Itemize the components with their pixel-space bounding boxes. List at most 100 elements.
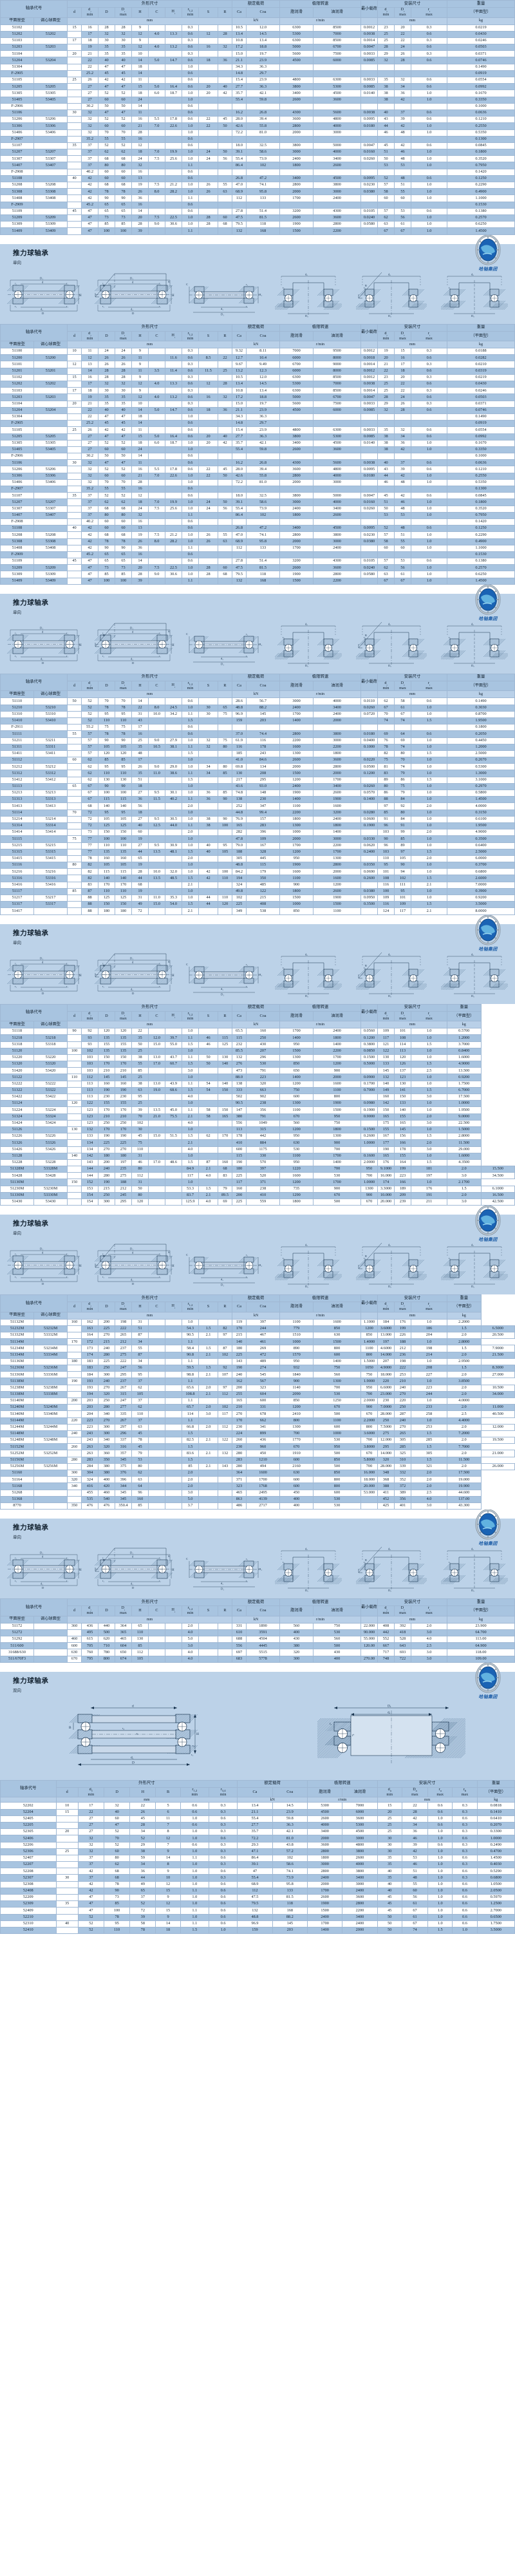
cell: 1.0 bbox=[410, 868, 448, 876]
cell: 6300 bbox=[279, 374, 314, 382]
cell bbox=[313, 102, 361, 110]
cell: 1.0 bbox=[410, 227, 448, 235]
page-banner: 推力球轴承 单向 哈轴集团 bbox=[0, 234, 515, 324]
cell: 28.2 bbox=[165, 538, 182, 545]
table-row: 51314 53314 72 125 125 40 12.5 44.0 1.1 38 100 165 2… bbox=[0, 822, 515, 830]
cell bbox=[165, 835, 182, 843]
cell: 85 bbox=[218, 790, 232, 797]
cell: 6.6000 bbox=[377, 1384, 395, 1392]
cell: 316 bbox=[115, 1443, 132, 1451]
cell: 3.5000 bbox=[447, 901, 515, 909]
cell: 2.1 bbox=[182, 881, 199, 889]
cell: 57 bbox=[377, 531, 395, 539]
cell: 96.9 bbox=[232, 710, 247, 718]
th-da-min: dₐ min bbox=[377, 7, 395, 18]
table-row: 51308 53308 42 78 78 26 8.0 28.2 1.0 26 63 68.9 95.8… bbox=[0, 538, 515, 545]
cell: 178 bbox=[394, 1146, 411, 1153]
cell bbox=[67, 90, 82, 97]
cell: 30 bbox=[55, 1874, 79, 1882]
cell: 360 bbox=[67, 1622, 82, 1630]
cell: 662 bbox=[246, 1417, 280, 1425]
cell bbox=[218, 757, 232, 764]
table-row: 51209 53209 47 73 73 20 7.5 22.5 1.0 28 60 47.5 81.5… bbox=[0, 214, 515, 222]
cell bbox=[218, 1470, 232, 1477]
cell: 1.0 bbox=[182, 478, 199, 487]
cell: 1.0 bbox=[410, 1318, 448, 1326]
cell: 45 bbox=[131, 1443, 149, 1451]
cell: 72.2 bbox=[237, 1835, 273, 1842]
cell: 8.0000 bbox=[447, 907, 515, 915]
cell: 1700 bbox=[313, 848, 361, 856]
cell: 0.0240 bbox=[360, 564, 378, 572]
cell: 0.5350 bbox=[447, 478, 515, 487]
cell: 0.3300 bbox=[476, 1828, 515, 1836]
cell: 39.4 bbox=[246, 116, 280, 124]
table-row: 51322 53322 113 190 190 63 19.0 68.6 1.5 54 150 333… bbox=[0, 1086, 515, 1095]
cell: 40 bbox=[377, 1887, 402, 1895]
cell: 1800 bbox=[279, 887, 314, 896]
cell bbox=[165, 1463, 182, 1471]
cell: 0.6800 bbox=[447, 868, 515, 876]
cell: 16 bbox=[198, 393, 218, 401]
cell bbox=[165, 168, 182, 176]
cell: 1.0 bbox=[410, 1179, 448, 1186]
cell bbox=[360, 1146, 378, 1153]
cell: 9.32 bbox=[232, 348, 247, 355]
cell: 53202 bbox=[33, 381, 68, 388]
cell: 1.0 bbox=[410, 704, 448, 712]
cell: 1.5 bbox=[182, 875, 199, 882]
cell: 253 bbox=[410, 1423, 448, 1431]
th-grease: 脂润滑 bbox=[279, 7, 314, 18]
cell: 325 bbox=[394, 1450, 411, 1457]
cell: 11 bbox=[81, 348, 98, 355]
cell: 0.6800 bbox=[476, 1874, 515, 1882]
cell: 65.7 bbox=[182, 1404, 199, 1412]
cell: 31 bbox=[131, 710, 149, 718]
cell: 53409 bbox=[33, 227, 68, 235]
cell: 7500 bbox=[313, 400, 361, 408]
cell bbox=[55, 1887, 79, 1895]
cell: 109.00 bbox=[447, 1655, 515, 1663]
cell: 27 bbox=[81, 433, 98, 440]
cell: 11 bbox=[155, 1815, 181, 1823]
cell: 14 bbox=[155, 1920, 181, 1927]
table-row: 51120 100 102 135 135 25 1.0 85.5 207 1500 2200 0.0… bbox=[0, 1047, 515, 1055]
cell: 7000 bbox=[313, 30, 361, 38]
cell: 2.8000 bbox=[447, 1133, 482, 1141]
catalog-page-2: 推力球轴承 单向 哈轴集团 bbox=[0, 234, 515, 585]
cell: 16.4 bbox=[165, 83, 182, 91]
cell: 116 bbox=[246, 737, 280, 744]
table-row: 51328M 53328M 144 240 235 80 84.9 2.1 68 180 397 12… bbox=[0, 1166, 515, 1173]
cell: 0.6 bbox=[452, 1854, 478, 1862]
cell: 42 bbox=[394, 492, 411, 500]
cell: 276 bbox=[232, 1061, 247, 1068]
table-row: 51213 53213 67 100 100 27 9.5 30.1 1.0 36 85 74.8 14… bbox=[0, 790, 515, 797]
cell bbox=[218, 1622, 232, 1630]
cell bbox=[67, 406, 82, 414]
cell: 53413 bbox=[33, 802, 68, 810]
cell: 2600 bbox=[313, 162, 361, 169]
cell: 465 bbox=[232, 1489, 247, 1497]
cell: 40 bbox=[377, 459, 395, 467]
cell: 1.5 bbox=[182, 750, 199, 758]
cell: 1100 bbox=[313, 907, 361, 915]
cell: 9.67 bbox=[232, 361, 247, 368]
cell: 779 bbox=[279, 1325, 314, 1333]
svg-text:Dₐ: Dₐ bbox=[388, 314, 391, 317]
table-row: 51340M 53340M 204 340 335 110 114 3.0 117 270 678 2… bbox=[0, 1410, 515, 1418]
cell: 28 bbox=[218, 30, 232, 38]
cell: 240 bbox=[67, 1430, 82, 1438]
table-row: F-2907 35.2 55 55 16 0.6 0.1300 bbox=[0, 486, 515, 493]
cell: 22 bbox=[394, 381, 411, 388]
cell: 210 bbox=[115, 1113, 132, 1121]
cell bbox=[218, 802, 232, 810]
cell: 51204 bbox=[0, 406, 34, 414]
cell: 350.4 bbox=[115, 1502, 132, 1510]
svg-text:R: R bbox=[103, 634, 106, 637]
cell: 197 bbox=[115, 1159, 132, 1167]
cell: 73 bbox=[115, 214, 132, 222]
cell: 87 bbox=[131, 1351, 149, 1359]
cell: 73 bbox=[115, 564, 132, 572]
cell: 83 bbox=[377, 770, 395, 777]
cell: 2717 bbox=[246, 1502, 280, 1510]
